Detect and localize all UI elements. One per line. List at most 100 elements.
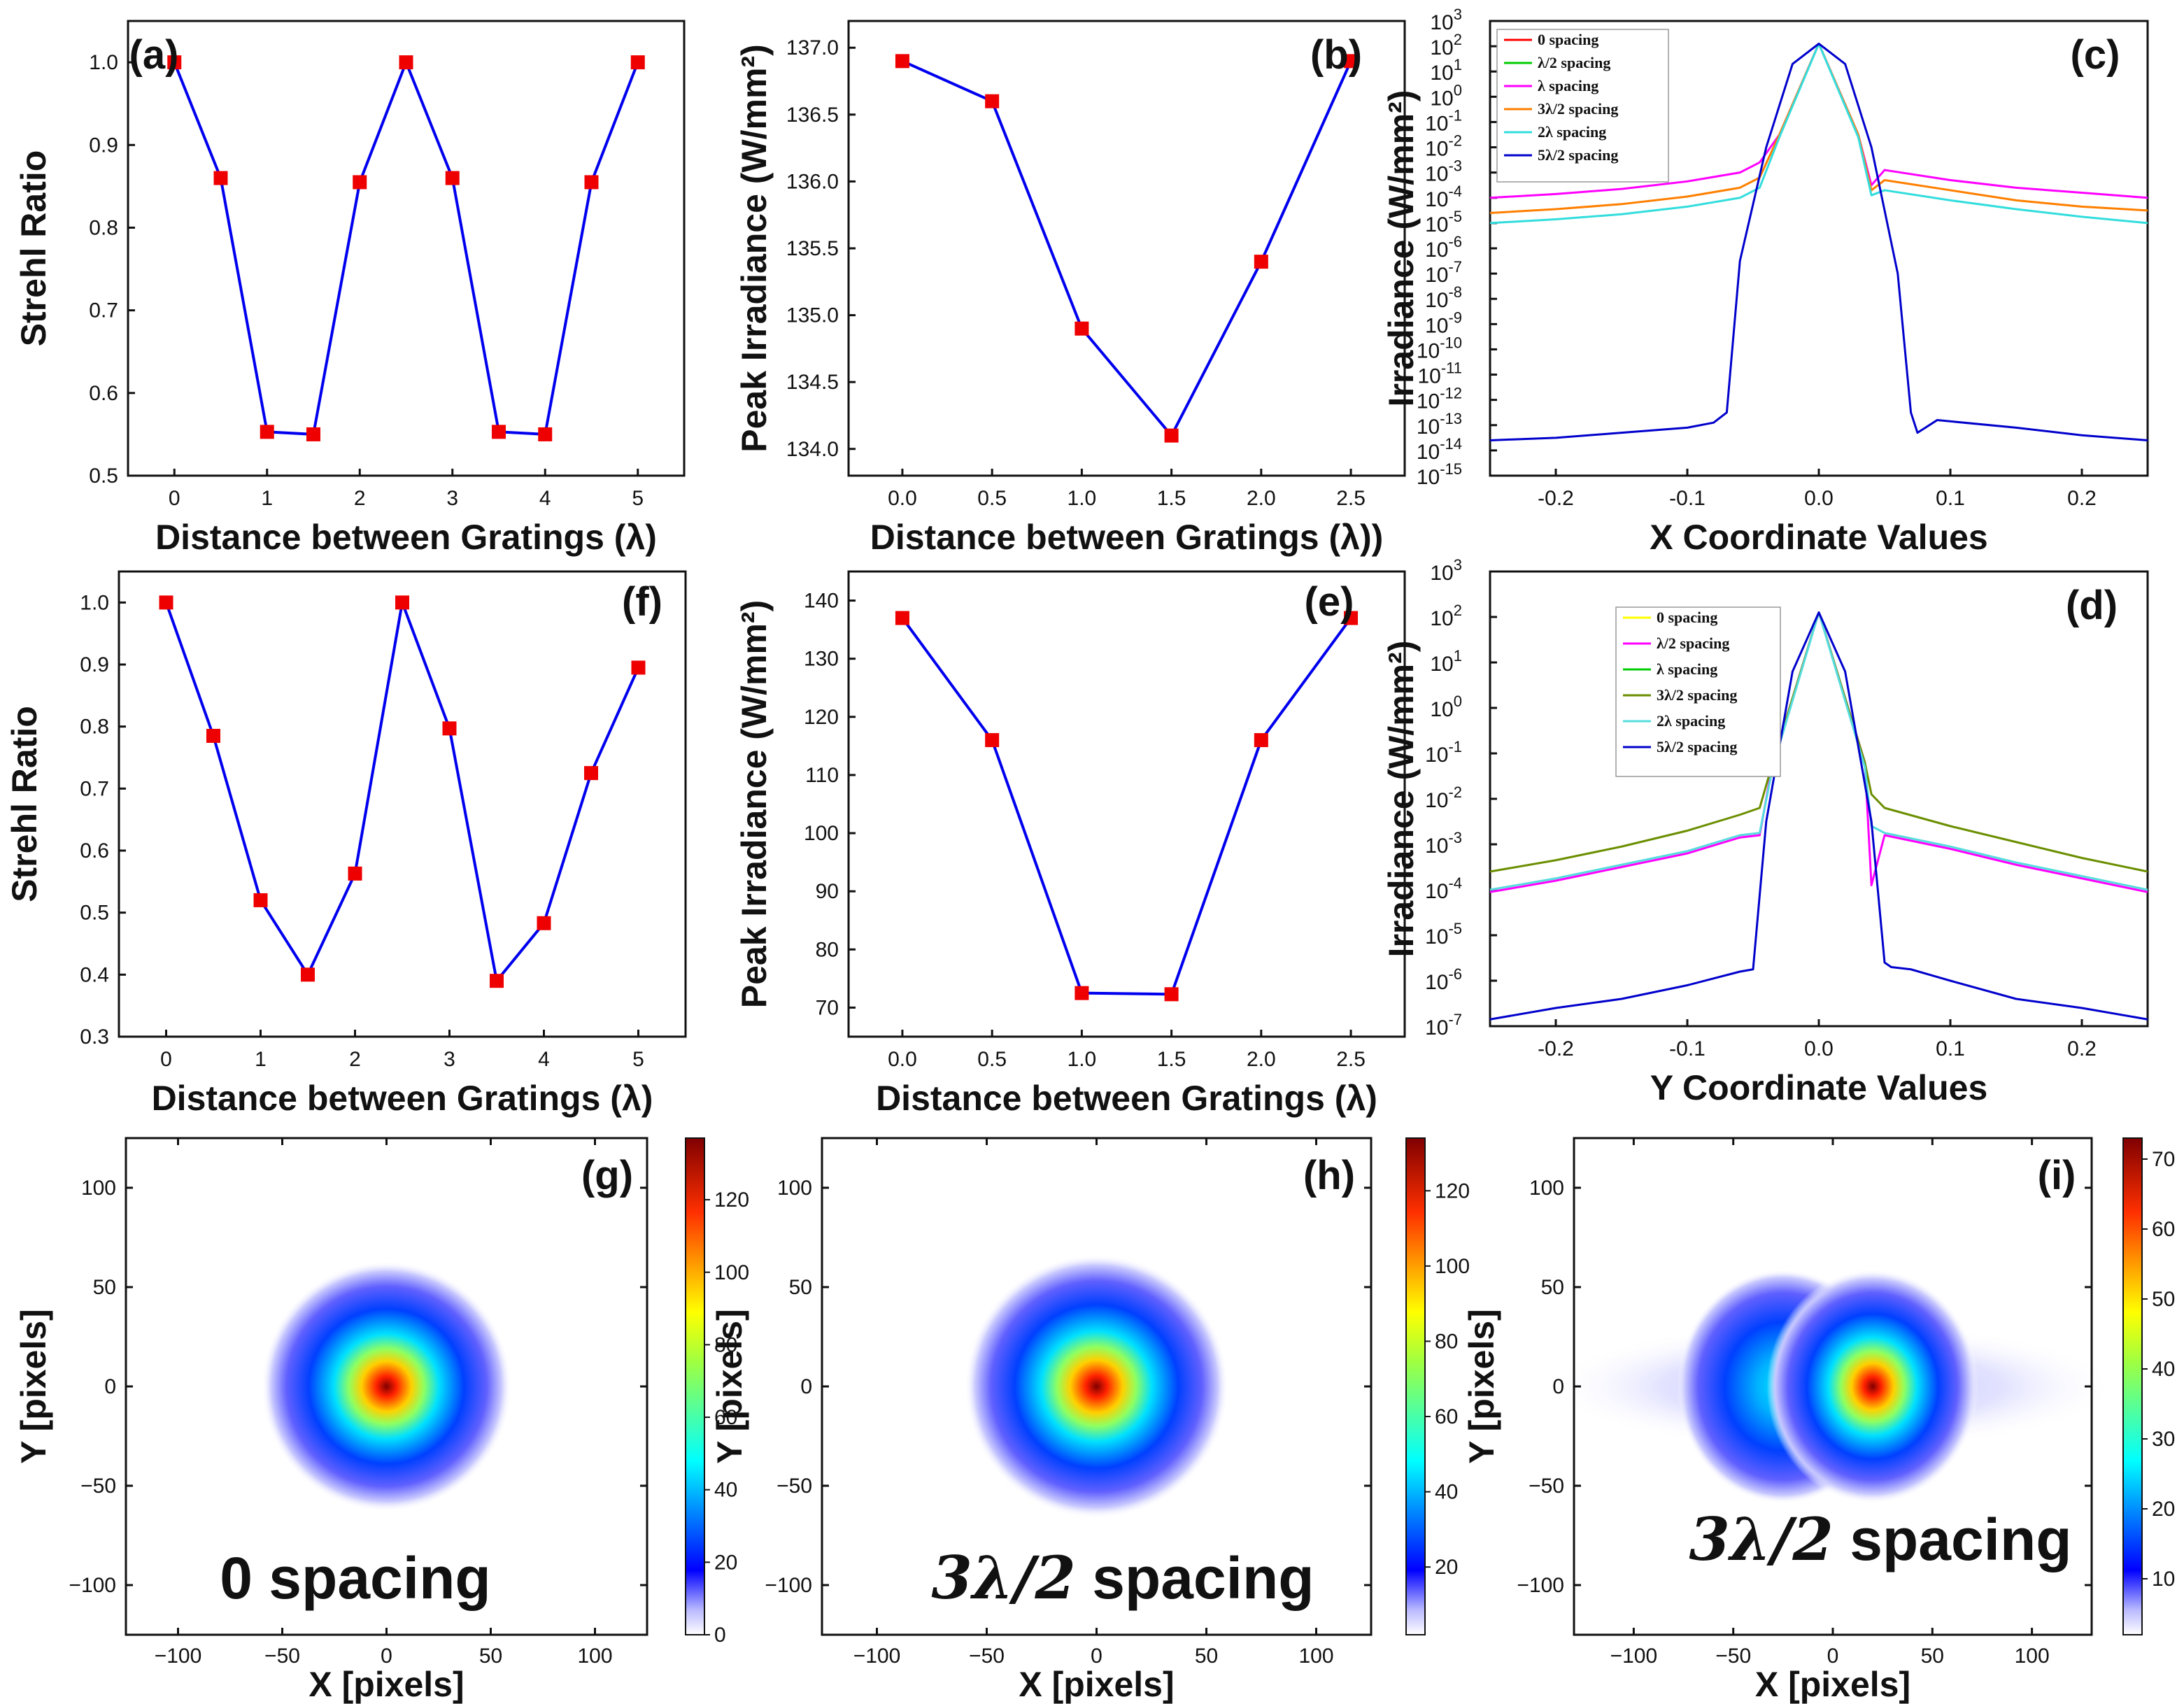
y-tick-label: 120	[804, 706, 839, 729]
y-tick-label: 10-11	[1417, 360, 1462, 388]
y-tick-label: 103	[1430, 6, 1462, 34]
data-point	[631, 660, 646, 675]
x-tick-label: 1.5	[1157, 487, 1186, 510]
x-tick-label: 0.2	[2067, 487, 2097, 510]
x-tick-label: 3	[444, 1048, 455, 1071]
x-axis-label: X [pixels]	[1755, 1665, 1910, 1704]
y-tick-label: −50	[777, 1475, 812, 1498]
colorbar	[685, 1137, 705, 1635]
y-axis-label: Strehl Ratio	[5, 706, 44, 902]
data-point	[537, 916, 551, 930]
x-tick-label: 5	[632, 1048, 644, 1071]
y-axis-label: Strehl Ratio	[14, 150, 53, 347]
colorbar-tick-label: 40	[1435, 1481, 1458, 1504]
y-tick-label: 10-2	[1425, 783, 1462, 812]
x-axis-label: Distance between Gratings (λ)	[155, 518, 657, 557]
x-tick-label: 2.0	[1247, 487, 1276, 510]
x-tick-label: 50	[1921, 1645, 1944, 1668]
x-tick-label: 0.0	[888, 487, 917, 510]
y-tick-label: 10-2	[1425, 132, 1462, 161]
x-tick-label: -0.1	[1669, 487, 1706, 510]
panel-label: (b)	[1310, 32, 1362, 78]
x-tick-label: 0.0	[1804, 1037, 1834, 1060]
y-tick-label: 0.5	[89, 464, 118, 488]
x-tick-label: -0.1	[1669, 1037, 1706, 1060]
x-tick-label: 0	[169, 487, 180, 510]
y-tick-label: 10-6	[1425, 965, 1462, 994]
data-point	[584, 766, 598, 781]
colorbar-tick-label: 100	[1435, 1255, 1470, 1278]
legend-entry: λ/2 spacing	[1538, 54, 1610, 71]
y-tick-label: 80	[816, 938, 839, 961]
y-tick-label: 50	[1541, 1276, 1564, 1299]
y-tick-label: 135.5	[786, 237, 839, 260]
colorbar-tick-label: 60	[2152, 1218, 2175, 1241]
spot-caption: 3λ/2 spacing	[931, 1543, 1314, 1612]
y-tick-label: 0	[1552, 1375, 1564, 1398]
y-tick-label: 103	[1430, 556, 1462, 585]
y-tick-label: 10-8	[1425, 283, 1462, 312]
colorbar-tick-label: 80	[1435, 1330, 1458, 1353]
plot-frame	[847, 20, 1406, 477]
data-point	[630, 55, 645, 70]
x-axis-label: Distance between Gratings (λ))	[870, 518, 1384, 557]
y-tick-label: 10-13	[1417, 410, 1462, 439]
y-tick-label: 101	[1430, 647, 1462, 676]
x-tick-label: 2.5	[1336, 1048, 1366, 1071]
panel-label: (h)	[1303, 1153, 1355, 1198]
y-tick-label: 10-4	[1425, 874, 1462, 903]
data-point	[1164, 987, 1179, 1002]
panel-f: 0 1 2 3 4 5 0.3 0.4 0.5 0.6 0.7 0.8 0.9 1.0 Distance b…	[5, 570, 687, 1118]
data-point	[1254, 255, 1268, 269]
y-tick-label: 10-9	[1425, 308, 1462, 337]
y-tick-label: 0	[800, 1375, 812, 1398]
colorbar-tick-label: 40	[2152, 1358, 2175, 1381]
intensity-spot	[965, 1254, 1228, 1519]
x-tick-label: 4	[539, 487, 551, 510]
data-point	[584, 175, 599, 190]
y-tick-label: 0.9	[89, 134, 118, 157]
x-tick-label: 0.1	[1936, 1037, 1965, 1060]
y-tick-label: 0.9	[80, 653, 109, 676]
legend-entry: 5λ/2 spacing	[1538, 146, 1618, 164]
y-tick-label: 134.0	[786, 438, 839, 461]
series-line	[901, 617, 1352, 996]
x-tick-label: 0.2	[2067, 1037, 2097, 1060]
data-point	[260, 425, 274, 439]
x-tick-label: 0.5	[977, 1048, 1007, 1071]
y-tick-label: 100	[81, 1177, 116, 1200]
y-tick-label: 10-3	[1425, 829, 1462, 858]
colorbar-tick-label: 30	[2152, 1428, 2175, 1451]
y-tick-label: 100	[777, 1177, 812, 1200]
data-point	[492, 425, 506, 439]
series-line	[173, 58, 639, 436]
x-tick-label: 1	[255, 1048, 267, 1071]
y-tick-label: 10-10	[1417, 334, 1462, 362]
panel-label: (a)	[129, 32, 179, 78]
data-point	[395, 595, 409, 610]
x-tick-label: 1.0	[1068, 1048, 1097, 1071]
y-tick-label: 0.6	[89, 382, 118, 405]
data-point	[348, 866, 362, 881]
plot-frame	[118, 570, 687, 1038]
data-point	[1075, 321, 1089, 336]
x-tick-label: −50	[1715, 1645, 1751, 1668]
panel-e: 0.0 0.5 1.0 1.5 2.0 2.5 70 80 90 100 110 120 130 140 D…	[735, 570, 1406, 1118]
legend-entry: 2λ spacing	[1657, 712, 1725, 730]
legend-entry: λ/2 spacing	[1657, 634, 1729, 652]
spot-caption: 0 spacing	[220, 1545, 490, 1611]
y-tick-label: 10-5	[1425, 208, 1462, 236]
x-tick-label: 0.1	[1936, 487, 1965, 510]
x-tick-label: −50	[969, 1645, 1005, 1668]
panel-label: (g)	[581, 1153, 633, 1198]
y-axis-label: Y [pixels]	[710, 1309, 749, 1463]
plot-frame	[127, 20, 686, 477]
x-tick-label: −100	[1610, 1645, 1658, 1668]
x-tick-label: 0.0	[1804, 487, 1834, 510]
panel-h: −100 −50 0 50 100 −100 −50 0 50 100 X [pixels] Y [p…	[710, 1137, 1470, 1704]
y-tick-label: 10-14	[1417, 435, 1462, 464]
colorbar-tick-label: 120	[714, 1188, 749, 1212]
x-tick-label: 5	[632, 487, 644, 510]
spot-caption: 3λ/2 spacing	[1689, 1505, 2071, 1574]
data-point	[167, 55, 182, 70]
